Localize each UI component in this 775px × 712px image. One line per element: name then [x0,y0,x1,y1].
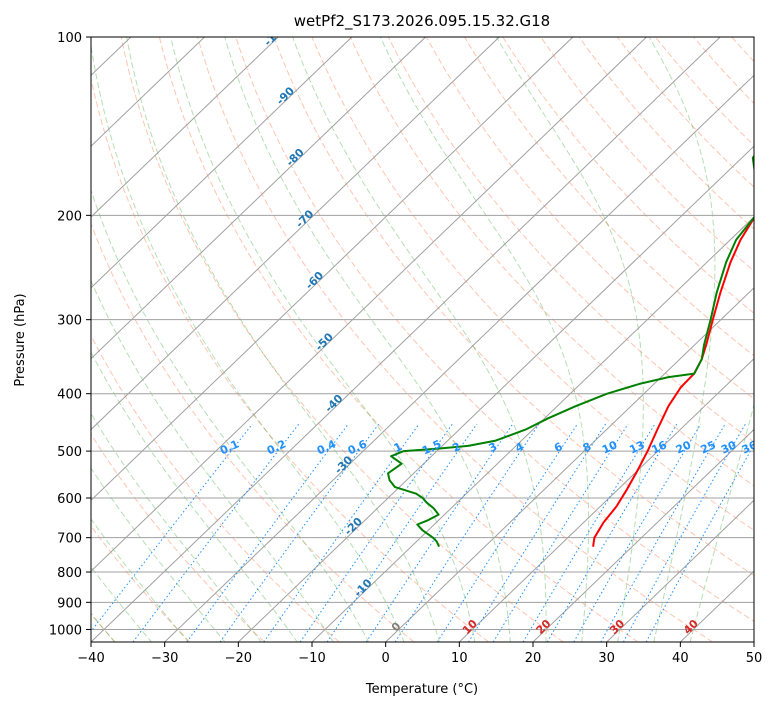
x-tick-label: 20 [525,651,542,666]
y-tick-label: 900 [57,596,82,611]
x-tick-label: 10 [451,651,468,666]
x-axis-label: Temperature (°C) [365,682,478,697]
x-tick-label: −10 [298,651,325,666]
x-tick-label: 50 [746,651,763,666]
y-tick-label: 200 [57,209,82,224]
y-tick-label: 700 [57,532,82,547]
y-tick-label: 800 [57,566,82,581]
x-tick-label: 0 [382,651,390,666]
y-tick-label: 300 [57,314,82,329]
y-tick-label: 100 [57,31,82,46]
y-tick-label: 1000 [49,623,82,638]
x-tick-label: −40 [77,651,104,666]
y-tick-label: 600 [57,492,82,507]
y-axis-label: Pressure (hPa) [13,293,28,386]
x-tick-label: 30 [598,651,615,666]
x-tick-label: −30 [151,651,178,666]
x-tick-label: −20 [225,651,252,666]
y-tick-label: 400 [57,388,82,403]
x-tick-label: 40 [672,651,689,666]
chart-title: wetPf2_S173.2026.095.15.32.G18 [294,12,550,31]
y-tick-label: 500 [57,445,82,460]
